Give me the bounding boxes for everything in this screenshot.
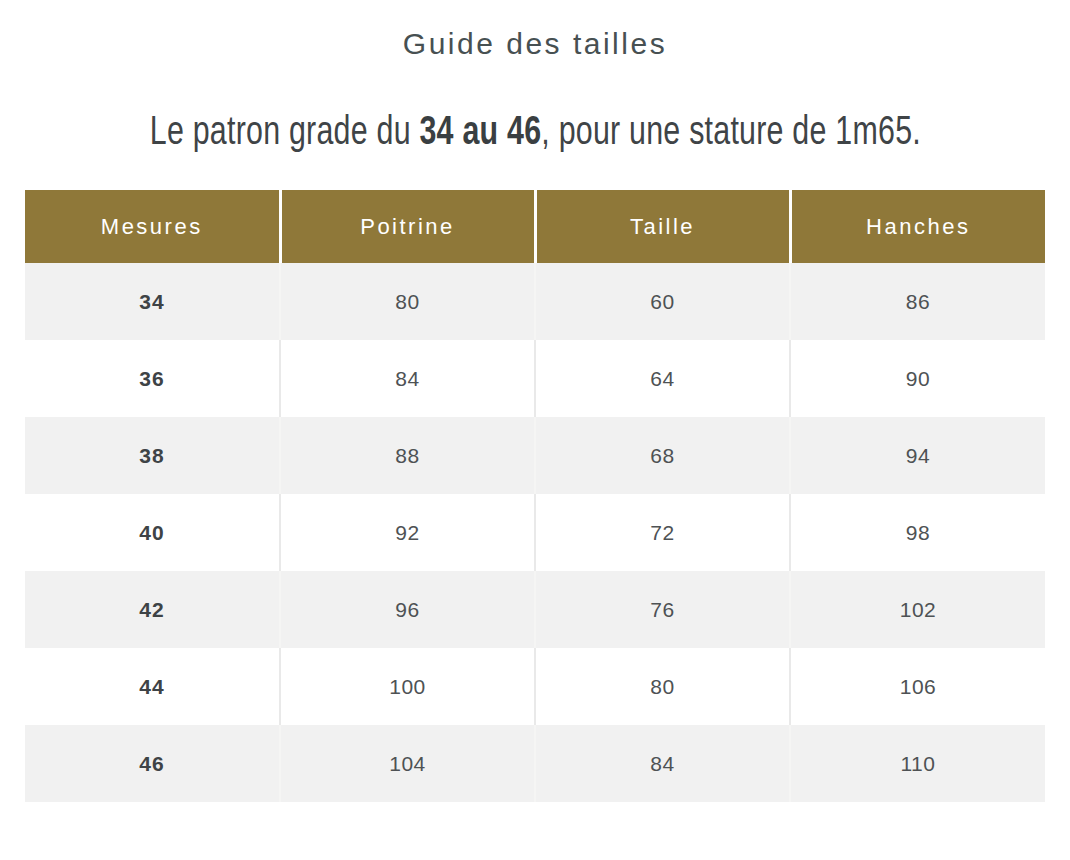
hanches-cell: 94 [790, 417, 1045, 494]
poitrine-cell: 84 [280, 340, 535, 417]
table-row: 36 84 64 90 [25, 340, 1045, 417]
size-cell: 42 [25, 571, 280, 648]
hanches-cell: 110 [790, 725, 1045, 802]
table-row: 38 88 68 94 [25, 417, 1045, 494]
table-row: 42 96 76 102 [25, 571, 1045, 648]
poitrine-cell: 104 [280, 725, 535, 802]
size-guide-table: Mesures Poitrine Taille Hanches 34 80 60… [25, 190, 1045, 802]
subtitle-suffix: , pour une stature de 1m65. [541, 108, 921, 152]
size-cell: 44 [25, 648, 280, 725]
hanches-cell: 106 [790, 648, 1045, 725]
hanches-cell: 90 [790, 340, 1045, 417]
subtitle-text: Le patron grade du 34 au 46, pour une st… [149, 106, 920, 154]
subtitle: Le patron grade du 34 au 46, pour une st… [0, 106, 1070, 154]
size-cell: 34 [25, 263, 280, 340]
poitrine-cell: 80 [280, 263, 535, 340]
poitrine-cell: 100 [280, 648, 535, 725]
poitrine-cell: 88 [280, 417, 535, 494]
page-title: Guide des tailles [0, 26, 1070, 62]
subtitle-prefix: Le patron grade du [149, 108, 419, 152]
column-header-poitrine: Poitrine [280, 190, 535, 263]
taille-cell: 80 [535, 648, 790, 725]
size-cell: 46 [25, 725, 280, 802]
table-row: 44 100 80 106 [25, 648, 1045, 725]
size-cell: 40 [25, 494, 280, 571]
column-header-hanches: Hanches [790, 190, 1045, 263]
table-header-row: Mesures Poitrine Taille Hanches [25, 190, 1045, 263]
size-cell: 36 [25, 340, 280, 417]
subtitle-size-range: 34 au 46 [419, 108, 541, 152]
table-row: 46 104 84 110 [25, 725, 1045, 802]
poitrine-cell: 96 [280, 571, 535, 648]
column-header-taille: Taille [535, 190, 790, 263]
taille-cell: 76 [535, 571, 790, 648]
taille-cell: 64 [535, 340, 790, 417]
taille-cell: 68 [535, 417, 790, 494]
size-cell: 38 [25, 417, 280, 494]
hanches-cell: 98 [790, 494, 1045, 571]
taille-cell: 60 [535, 263, 790, 340]
poitrine-cell: 92 [280, 494, 535, 571]
hanches-cell: 102 [790, 571, 1045, 648]
column-header-mesures: Mesures [25, 190, 280, 263]
table-row: 34 80 60 86 [25, 263, 1045, 340]
taille-cell: 72 [535, 494, 790, 571]
hanches-cell: 86 [790, 263, 1045, 340]
taille-cell: 84 [535, 725, 790, 802]
table-row: 40 92 72 98 [25, 494, 1045, 571]
